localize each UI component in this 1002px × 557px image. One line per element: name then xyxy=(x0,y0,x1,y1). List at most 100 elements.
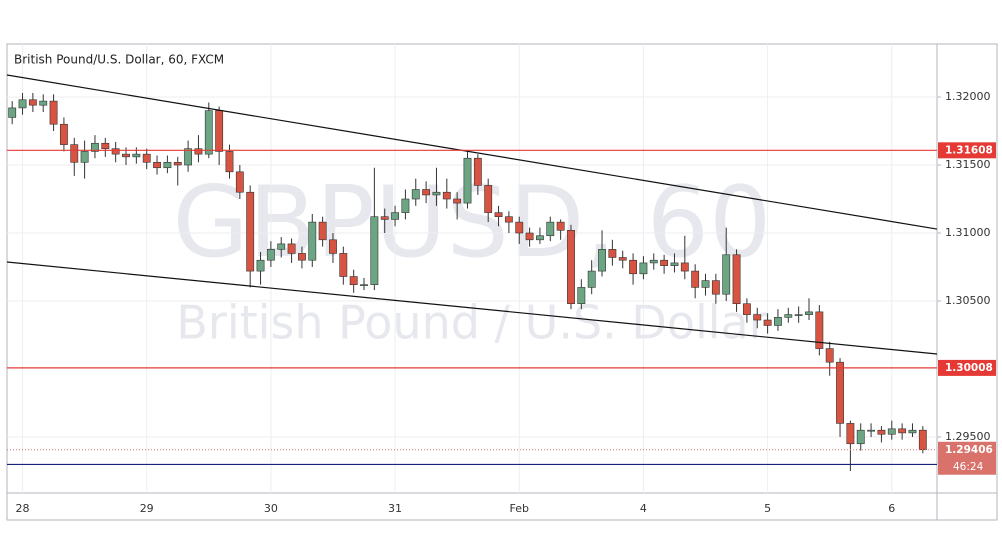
last-price-label: 1.29406 xyxy=(945,444,993,456)
x-tick-label: 4 xyxy=(640,502,647,515)
candle-body xyxy=(173,162,182,166)
candle-body xyxy=(722,254,731,295)
candle-body xyxy=(794,314,803,316)
candle-body xyxy=(546,221,555,237)
candle-body xyxy=(898,428,907,434)
candle-body xyxy=(774,317,782,326)
candle-body xyxy=(639,262,648,275)
chart-frame xyxy=(6,43,998,521)
candle-body xyxy=(567,229,575,305)
watermark-subtitle: British Pound / U.S. Dollar xyxy=(176,296,767,350)
candle-body xyxy=(349,276,358,285)
candle-body xyxy=(691,270,700,288)
candle-body xyxy=(887,428,896,435)
candle-body xyxy=(442,191,451,200)
candle-body xyxy=(246,191,255,272)
candle-body xyxy=(122,153,130,158)
last-price-box xyxy=(938,441,996,475)
y-tick-label: 1.31000 xyxy=(945,226,991,239)
trendline xyxy=(6,74,938,230)
candle-body xyxy=(608,249,617,258)
candle-body xyxy=(463,157,472,204)
candle-body xyxy=(184,148,193,166)
candle-body xyxy=(867,429,876,432)
candle-body xyxy=(256,259,265,272)
candle-body xyxy=(132,153,141,158)
x-tick-label: Feb xyxy=(509,502,528,515)
candle-body xyxy=(432,191,441,196)
candle-body xyxy=(39,100,48,106)
candle-body xyxy=(815,311,824,349)
candle-body xyxy=(59,123,68,145)
candle-body xyxy=(473,157,482,186)
candle-body xyxy=(204,110,213,155)
candle-body xyxy=(536,235,544,241)
candle-body xyxy=(142,153,151,163)
candle-body xyxy=(908,429,917,434)
candle-body xyxy=(28,99,37,106)
candle-body xyxy=(215,110,224,152)
candle-body xyxy=(680,262,689,272)
x-tick-label: 6 xyxy=(888,502,895,515)
candle-body xyxy=(784,314,793,318)
candle-body xyxy=(670,262,679,266)
candle-body xyxy=(753,314,762,321)
candle-body xyxy=(370,216,379,285)
candle-body xyxy=(287,243,296,254)
candle-body xyxy=(318,221,327,241)
candle-body xyxy=(329,239,337,254)
x-tick-label: 30 xyxy=(264,502,278,515)
candle-body xyxy=(805,311,813,315)
candle-body xyxy=(308,221,317,261)
y-tick-label: 1.32000 xyxy=(945,90,991,103)
candle-body xyxy=(380,216,389,220)
x-tick-label: 5 xyxy=(764,502,771,515)
candle-body xyxy=(742,303,751,315)
level-box xyxy=(938,142,996,159)
candle-body xyxy=(111,148,120,155)
candle-body xyxy=(8,107,17,118)
x-tick-label: 29 xyxy=(140,502,154,515)
candle-body xyxy=(660,259,669,266)
candle-body xyxy=(732,254,741,305)
countdown: 46:24 xyxy=(953,461,984,473)
candle-body xyxy=(266,249,275,261)
candle-body xyxy=(587,270,596,288)
candle-body xyxy=(836,361,844,424)
candle-body xyxy=(401,198,410,213)
plot xyxy=(6,74,938,471)
candle-body xyxy=(298,253,306,261)
level-label: 1.31608 xyxy=(945,144,993,156)
candle-body xyxy=(846,423,855,445)
candle-body xyxy=(856,429,865,445)
candle-body xyxy=(515,221,524,234)
chart-title: British Pound/U.S. Dollar, 60, FXCM xyxy=(14,53,224,67)
candle-body xyxy=(556,221,565,231)
candle-body xyxy=(339,253,348,277)
candle-body xyxy=(484,185,493,213)
candle-body xyxy=(391,212,399,220)
x-tick-label: 31 xyxy=(388,502,402,515)
candle-body xyxy=(577,287,586,305)
candle-body xyxy=(163,162,172,169)
candle-body xyxy=(701,280,710,288)
candle-body xyxy=(411,189,420,200)
candle-body xyxy=(629,259,637,275)
candle-body xyxy=(649,259,658,264)
axes: 1.32000 1.31500 1.31000 1.30500 1.29500 28 29 3… xyxy=(16,90,996,515)
candle-body xyxy=(360,284,368,286)
candle-body xyxy=(70,144,79,163)
candle-body xyxy=(194,148,203,155)
candle-body xyxy=(235,171,244,193)
trendline xyxy=(6,261,938,355)
candle-body xyxy=(711,280,720,295)
candle-body xyxy=(598,249,606,272)
candle-body xyxy=(494,212,503,217)
candle-body xyxy=(825,348,834,363)
candle-body xyxy=(525,232,534,241)
x-tick-label: 28 xyxy=(16,502,30,515)
candle-body xyxy=(453,198,462,204)
candle-body xyxy=(101,142,110,150)
candle-body xyxy=(618,257,627,261)
